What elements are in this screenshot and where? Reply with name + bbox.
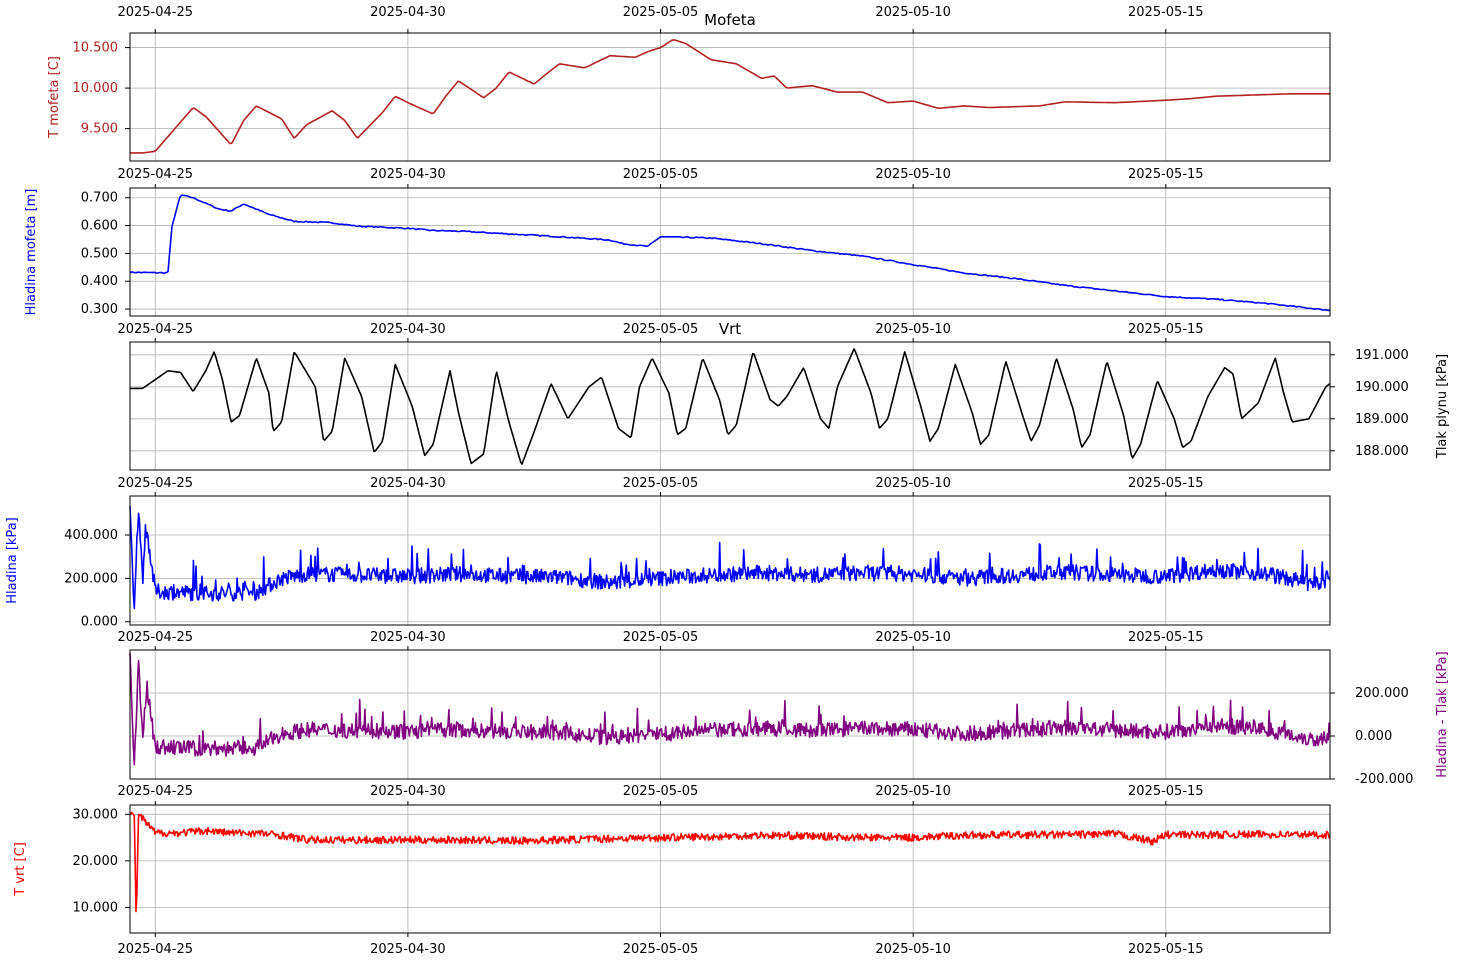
y-tick-label: 400.000 xyxy=(64,528,118,543)
x-tick-label: 2025-05-05 xyxy=(623,784,699,799)
y-tick-label: 0.000 xyxy=(81,615,118,630)
x-tick-label: 2025-04-30 xyxy=(370,476,446,491)
y-tick-label: 9.500 xyxy=(81,122,118,137)
series-line xyxy=(130,38,1330,154)
subplot-4: 0.000 200.000 400.000 Hladina [kPa] 2025-04-… xyxy=(5,476,1331,630)
y-tick-label: 190.000 xyxy=(1355,380,1409,395)
x-tick-label: 2025-05-10 xyxy=(875,784,951,799)
x-tick-label: 2025-04-25 xyxy=(117,784,193,799)
y-axis-label: T vrt [C] xyxy=(13,842,28,897)
x-tick-label: 2025-05-15 xyxy=(1128,322,1204,337)
y-tick-label: 188.000 xyxy=(1355,444,1409,459)
axes-frame xyxy=(129,187,1331,317)
subplot-1: 9.500 10.000 10.500 T mofeta [C] 2025-04-25 2… xyxy=(47,5,1331,162)
series-line xyxy=(129,505,1331,610)
chart-title: Vrt xyxy=(719,320,741,338)
x-tick-label: 2025-05-15 xyxy=(1128,5,1204,20)
y-tick-label: 0.600 xyxy=(81,219,118,234)
x-tick-label: 2025-05-15 xyxy=(1128,784,1204,799)
y-axis-label: T mofeta [C] xyxy=(47,56,62,139)
axes-frame xyxy=(129,649,1331,780)
x-tick-label: 2025-04-25 xyxy=(117,322,193,337)
x-tick-label: 2025-05-15 xyxy=(1128,942,1204,957)
x-tick-label: 2025-04-30 xyxy=(370,322,446,337)
subplot-3: 188.000 189.000 190.000 191.000 Tlak plynu [… xyxy=(117,320,1450,471)
x-tick-label: 2025-05-15 xyxy=(1128,630,1204,645)
subplot-5: -200.000 0.000 200.000 Hladina - Tlak [kPa]… xyxy=(117,630,1450,787)
x-tick-label: 2025-04-30 xyxy=(370,167,446,182)
x-tick-label: 2025-04-25 xyxy=(117,630,193,645)
y-tick-label: 0.400 xyxy=(81,274,118,289)
axes-frame xyxy=(129,32,1331,162)
y-tick-label: 0.300 xyxy=(81,302,118,317)
x-tick-label: 2025-05-05 xyxy=(623,630,699,645)
subplot-6: 10.000 20.000 30.000 T vrt [C] 2025-04-25 202… xyxy=(13,784,1331,957)
x-tick-label: 2025-04-25 xyxy=(117,5,193,20)
x-tick-label: 2025-04-25 xyxy=(117,476,193,491)
series-line xyxy=(129,811,1331,913)
series-line xyxy=(129,194,1331,312)
axes-frame xyxy=(129,341,1331,471)
axes-frame xyxy=(129,495,1331,626)
y-tick-label: 30.000 xyxy=(73,807,119,822)
x-tick-label: 2025-04-30 xyxy=(370,784,446,799)
x-tick-label: 2025-04-25 xyxy=(117,942,193,957)
y-axis-label: Hladina - Tlak [kPa] xyxy=(1435,651,1450,777)
y-tick-label: 200.000 xyxy=(1355,686,1409,701)
series-line xyxy=(130,348,1331,465)
y-tick-label: 10.500 xyxy=(73,41,119,56)
y-axis-label: Hladina mofeta [m] xyxy=(24,189,39,316)
y-tick-label: 189.000 xyxy=(1355,412,1409,427)
y-tick-label: 0.500 xyxy=(81,246,118,261)
y-axis-label: Tlak plynu [kPa] xyxy=(1435,354,1450,459)
x-tick-label: 2025-04-30 xyxy=(370,630,446,645)
y-tick-label: 0.700 xyxy=(81,191,118,206)
x-tick-label: 2025-05-05 xyxy=(623,476,699,491)
subplot-2: 0.300 0.400 0.500 0.600 0.700 Hladina mofeta … xyxy=(24,167,1331,317)
x-tick-label: 2025-05-05 xyxy=(623,167,699,182)
x-tick-label: 2025-05-05 xyxy=(623,5,699,20)
x-tick-label: 2025-05-10 xyxy=(875,476,951,491)
y-axis-label: Hladina [kPa] xyxy=(5,517,20,603)
x-tick-label: 2025-05-10 xyxy=(875,322,951,337)
x-tick-label: 2025-05-10 xyxy=(875,630,951,645)
x-tick-label: 2025-05-10 xyxy=(875,5,951,20)
x-tick-label: 2025-04-30 xyxy=(370,5,446,20)
x-tick-label: 2025-05-10 xyxy=(875,167,951,182)
x-tick-label: 2025-04-25 xyxy=(117,167,193,182)
y-tick-label: 0.000 xyxy=(1355,729,1392,744)
x-tick-label: 2025-04-30 xyxy=(370,942,446,957)
chart-title: Mofeta xyxy=(704,11,756,29)
y-tick-label: -200.000 xyxy=(1355,772,1413,787)
y-tick-label: 200.000 xyxy=(64,571,118,586)
y-tick-label: 191.000 xyxy=(1355,348,1409,363)
x-tick-label: 2025-05-05 xyxy=(623,322,699,337)
y-tick-label: 10.000 xyxy=(73,81,119,96)
x-tick-label: 2025-05-05 xyxy=(623,942,699,957)
y-tick-label: 20.000 xyxy=(73,854,119,869)
axes-frame xyxy=(129,804,1331,934)
y-tick-label: 10.000 xyxy=(73,900,119,915)
x-tick-label: 2025-05-15 xyxy=(1128,167,1204,182)
series-line xyxy=(129,652,1331,766)
x-tick-label: 2025-05-15 xyxy=(1128,476,1204,491)
x-tick-label: 2025-05-10 xyxy=(875,942,951,957)
